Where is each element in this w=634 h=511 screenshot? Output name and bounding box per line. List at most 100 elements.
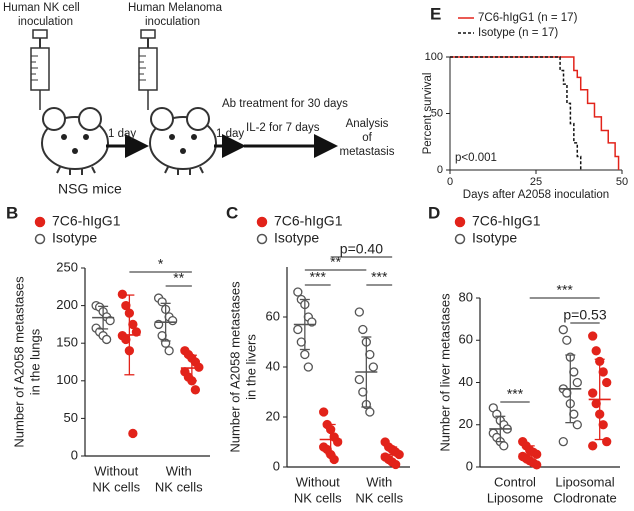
data-point bbox=[558, 436, 568, 447]
significance-label: p=0.53 bbox=[563, 307, 606, 323]
x-tick-label: Clodronate bbox=[553, 490, 617, 505]
x-tick-label: With bbox=[166, 463, 192, 478]
step-label: 1 day bbox=[108, 128, 136, 140]
data-point bbox=[101, 334, 112, 345]
y-axis-label: in the livers bbox=[243, 334, 258, 400]
y-tick-label: 100 bbox=[56, 372, 78, 387]
legend-label: 7C6-hIgG1 (n = 17) bbox=[478, 12, 578, 24]
x-tick-label: With bbox=[366, 474, 392, 489]
data-point bbox=[358, 324, 368, 335]
data-point bbox=[128, 319, 138, 330]
y-tick-label: 60 bbox=[459, 332, 473, 347]
data-point bbox=[190, 385, 201, 395]
y-axis-label: in the lungs bbox=[27, 328, 42, 395]
data-point bbox=[300, 349, 310, 360]
panel-letter: B bbox=[6, 203, 18, 222]
data-point bbox=[128, 428, 138, 439]
legend-marker bbox=[256, 216, 268, 228]
significance-label: *** bbox=[507, 386, 524, 402]
y-tick-label: 0 bbox=[71, 447, 78, 462]
data-point bbox=[588, 388, 598, 398]
step-label: 1 day bbox=[216, 128, 244, 140]
data-point bbox=[117, 289, 128, 299]
y-tick-label: 20 bbox=[459, 416, 473, 431]
x-tick-label: NK cells bbox=[155, 479, 203, 494]
legend-marker bbox=[34, 233, 46, 245]
x-tick-label: Without bbox=[296, 474, 340, 489]
data-point bbox=[602, 436, 612, 447]
melanoma-label: Human Melanoma bbox=[128, 2, 223, 14]
data-point bbox=[598, 420, 608, 430]
y-tick-label: 50 bbox=[431, 107, 443, 119]
data-point bbox=[588, 441, 598, 451]
data-point bbox=[296, 337, 306, 347]
data-point bbox=[358, 387, 368, 397]
significance-label: ** bbox=[173, 270, 184, 286]
data-point bbox=[319, 407, 329, 417]
data-point bbox=[303, 362, 313, 372]
data-point bbox=[354, 307, 364, 317]
data-point bbox=[591, 398, 601, 409]
legend-label: Isotype bbox=[472, 230, 517, 246]
x-axis-label: Days after A2058 inoculation bbox=[463, 189, 609, 201]
y-axis-label: Number of liver metastases bbox=[437, 293, 452, 452]
panel-letter: E bbox=[430, 4, 441, 23]
analysis-label: Analysis bbox=[346, 118, 389, 130]
data-point bbox=[121, 300, 131, 311]
legend-label: Isotype (n = 17) bbox=[478, 27, 558, 39]
x-tick-label: 50 bbox=[616, 176, 628, 188]
significance-label: *** bbox=[557, 282, 574, 298]
data-point bbox=[293, 287, 303, 297]
data-point bbox=[329, 454, 339, 465]
data-point bbox=[157, 297, 167, 307]
y-tick-label: 40 bbox=[459, 374, 473, 389]
x-tick-label: NK cells bbox=[92, 479, 140, 494]
data-point bbox=[164, 346, 174, 356]
survival-curve bbox=[450, 56, 582, 170]
p-value: p<0.001 bbox=[455, 152, 497, 164]
analysis-label: metastasis bbox=[340, 146, 395, 158]
legend-marker bbox=[256, 233, 268, 245]
y-tick-label: 150 bbox=[56, 335, 78, 350]
data-point bbox=[354, 374, 364, 385]
significance-label: *** bbox=[310, 269, 327, 285]
data-point bbox=[602, 377, 612, 388]
x-tick-label: Without bbox=[94, 463, 138, 478]
legend-label: Isotype bbox=[274, 230, 319, 246]
data-point bbox=[598, 367, 608, 377]
data-point bbox=[121, 334, 131, 345]
y-tick-label: 100 bbox=[425, 51, 443, 63]
y-tick-label: 60 bbox=[266, 308, 280, 323]
legend-label: 7C6-hIgG1 bbox=[274, 213, 343, 229]
schematic: Human NK cell inoculation Human Melanoma… bbox=[3, 2, 395, 197]
nk-label: inoculation bbox=[18, 16, 73, 28]
y-tick-label: 250 bbox=[56, 259, 78, 274]
syringe bbox=[30, 29, 50, 111]
y-tick-label: 40 bbox=[266, 358, 280, 373]
y-axis-label: Percent survival bbox=[422, 73, 434, 155]
mouse bbox=[41, 107, 109, 176]
data-point bbox=[572, 377, 582, 388]
data-point bbox=[368, 362, 378, 372]
y-tick-label: 0 bbox=[273, 458, 280, 473]
data-point bbox=[591, 346, 601, 356]
y-axis-label: Number of A2058 metastases bbox=[227, 281, 242, 453]
significance-label: ** bbox=[330, 254, 341, 270]
significance-label: * bbox=[158, 256, 164, 272]
y-tick-label: 0 bbox=[466, 458, 473, 473]
melanoma-label: inoculation bbox=[145, 16, 200, 28]
significance-label: p=0.40 bbox=[340, 241, 383, 257]
y-tick-label: 200 bbox=[56, 297, 78, 312]
y-tick-label: 50 bbox=[64, 410, 78, 425]
data-point bbox=[562, 388, 572, 398]
data-point bbox=[365, 407, 375, 417]
data-point bbox=[569, 409, 579, 419]
x-tick-label: NK cells bbox=[294, 490, 342, 505]
panel-letter: C bbox=[226, 203, 238, 222]
legend-label: Isotype bbox=[52, 230, 97, 246]
x-tick-label: 25 bbox=[530, 176, 542, 188]
data-point bbox=[558, 325, 568, 335]
mice-label: NSG mice bbox=[58, 181, 122, 197]
x-tick-label: Control bbox=[494, 474, 536, 489]
